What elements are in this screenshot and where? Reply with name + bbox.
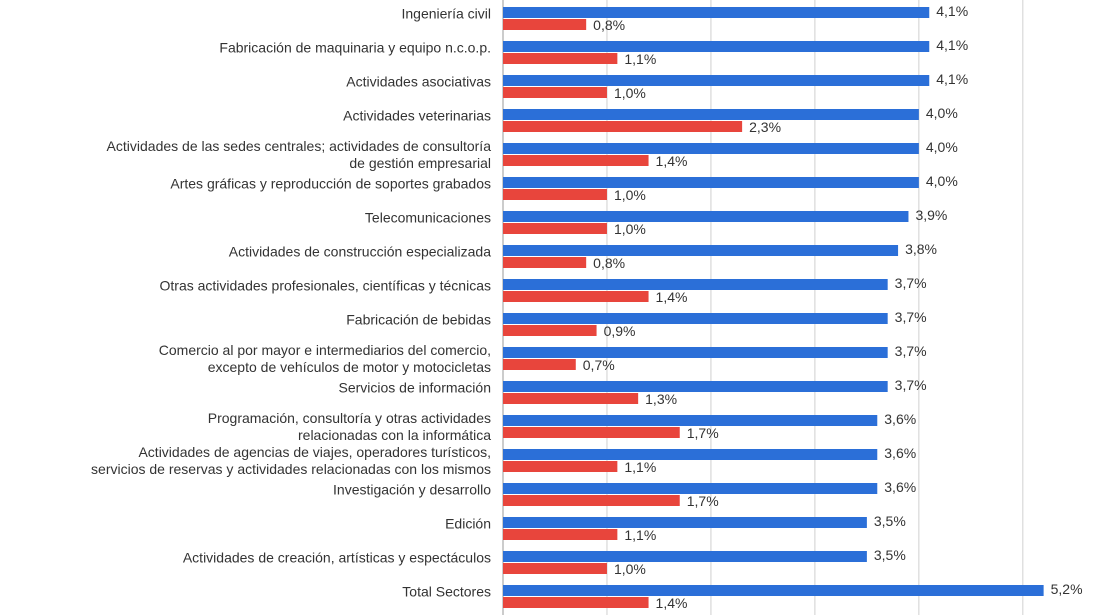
bar <box>503 19 587 30</box>
bar <box>503 155 649 166</box>
category-label: Otras actividades profesionales, científ… <box>159 277 492 294</box>
bar <box>503 177 919 188</box>
value-label: 1,7% <box>687 493 719 509</box>
bar <box>503 279 888 290</box>
category-label: Telecomunicaciones <box>364 209 491 226</box>
value-label: 4,0% <box>926 105 958 121</box>
value-label: 1,1% <box>624 51 656 67</box>
bar <box>503 347 888 358</box>
category-label: Actividades de las sedes centrales; acti… <box>106 138 491 171</box>
category-label: Ingeniería civil <box>401 5 492 22</box>
value-label: 3,8% <box>905 241 937 257</box>
bar <box>503 461 618 472</box>
bar <box>503 257 587 268</box>
bar <box>503 223 607 234</box>
bar <box>503 53 618 64</box>
category-label: Servicios de información <box>338 379 491 396</box>
value-label: 1,4% <box>656 153 688 169</box>
bar <box>503 495 680 506</box>
bar <box>503 449 878 460</box>
value-label: 2,3% <box>749 119 781 135</box>
bar <box>503 427 680 438</box>
bar <box>503 597 649 608</box>
bar <box>503 7 930 18</box>
bar <box>503 211 909 222</box>
bar <box>503 109 919 120</box>
category-label: Investigación y desarrollo <box>333 481 491 498</box>
value-label: 4,1% <box>936 3 968 19</box>
bar <box>503 517 867 528</box>
bar <box>503 121 743 132</box>
value-label: 4,0% <box>926 173 958 189</box>
value-label: 4,1% <box>936 71 968 87</box>
value-label: 1,0% <box>614 85 646 101</box>
value-label: 1,3% <box>645 391 677 407</box>
value-label: 3,7% <box>895 343 927 359</box>
bar <box>503 551 867 562</box>
value-label: 4,0% <box>926 139 958 155</box>
bar <box>503 245 899 256</box>
category-label: Edición <box>445 515 491 532</box>
value-label: 1,0% <box>614 561 646 577</box>
value-label: 4,1% <box>936 37 968 53</box>
bar <box>503 75 930 86</box>
value-label: 0,9% <box>604 323 636 339</box>
category-label: Actividades de creación, artísticas y es… <box>182 549 491 566</box>
bar <box>503 483 878 494</box>
category-label: Fabricación de maquinaria y equipo n.c.o… <box>219 39 491 56</box>
category-label: Comercio al por mayor e intermediarios d… <box>158 342 491 375</box>
value-label: 0,8% <box>593 255 625 271</box>
value-label: 1,7% <box>687 425 719 441</box>
value-label: 3,7% <box>895 275 927 291</box>
bar <box>503 529 618 540</box>
bar <box>503 563 607 574</box>
bar <box>503 313 888 324</box>
value-label: 3,5% <box>874 513 906 529</box>
value-label: 3,6% <box>884 411 916 427</box>
bar <box>503 41 930 52</box>
value-label: 1,4% <box>656 289 688 305</box>
value-label: 1,4% <box>656 595 688 611</box>
value-label: 5,2% <box>1051 581 1083 597</box>
bar <box>503 291 649 302</box>
category-label: Fabricación de bebidas <box>346 311 491 328</box>
bar <box>503 415 878 426</box>
value-label: 3,5% <box>874 547 906 563</box>
value-label: 3,6% <box>884 445 916 461</box>
bar <box>503 381 888 392</box>
bar <box>503 189 607 200</box>
category-label: Total Sectores <box>402 583 491 600</box>
category-label: Actividades veterinarias <box>343 107 491 124</box>
value-label: 3,6% <box>884 479 916 495</box>
value-label: 1,0% <box>614 187 646 203</box>
category-label: Actividades de construcción especializad… <box>228 243 491 260</box>
value-label: 0,7% <box>583 357 615 373</box>
category-label: Artes gráficas y reproducción de soporte… <box>170 175 491 192</box>
value-label: 3,7% <box>895 377 927 393</box>
bar <box>503 87 607 98</box>
value-label: 1,1% <box>624 527 656 543</box>
value-label: 3,9% <box>915 207 947 223</box>
bar <box>503 393 639 404</box>
category-label: Actividades asociativas <box>346 73 491 90</box>
category-label: Programación, consultoría y otras activi… <box>207 410 491 443</box>
value-label: 1,1% <box>624 459 656 475</box>
value-label: 3,7% <box>895 309 927 325</box>
bar <box>503 325 597 336</box>
value-label: 1,0% <box>614 221 646 237</box>
category-label: Actividades de agencias de viajes, opera… <box>91 444 491 477</box>
value-label: 0,8% <box>593 17 625 33</box>
bar <box>503 359 576 370</box>
bar <box>503 143 919 154</box>
bar <box>503 585 1044 596</box>
